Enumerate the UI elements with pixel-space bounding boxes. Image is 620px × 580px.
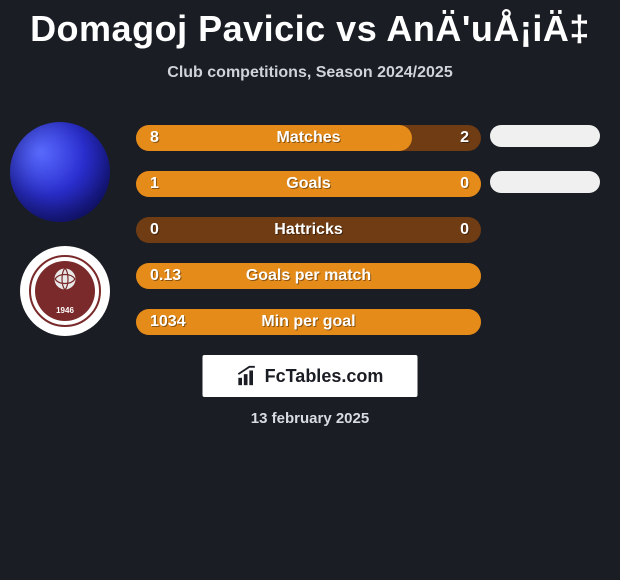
stat-label: Hattricks <box>274 221 342 239</box>
avatar-column: 1946 <box>10 122 120 336</box>
page-subtitle: Club competitions, Season 2024/2025 <box>0 64 620 82</box>
crest-inner: 1946 <box>35 261 95 321</box>
stat-left-value: 0.13 <box>150 267 181 285</box>
chart-icon <box>237 365 259 387</box>
page-title: Domagoj Pavicic vs AnÄ'uÅ¡iÄ‡ <box>0 0 620 50</box>
player2-avatar: 1946 <box>20 246 110 336</box>
crest-year: 1946 <box>56 306 74 315</box>
club-crest: 1946 <box>29 255 101 327</box>
stat-row-gpm: 0.13 Goals per match <box>136 263 481 289</box>
volleyball-icon <box>53 267 77 291</box>
stat-label: Min per goal <box>261 313 355 331</box>
stat-left-value: 1 <box>150 175 159 193</box>
stat-left-value: 8 <box>150 129 159 147</box>
stat-left-value: 0 <box>150 221 159 239</box>
spark-pills <box>486 125 611 355</box>
stat-right-value: 2 <box>460 129 469 147</box>
stat-rows: 8 Matches 2 1 Goals 0 0 Hattricks 0 0.13… <box>136 125 481 355</box>
stat-label: Goals <box>286 175 330 193</box>
stat-right-value: 0 <box>460 221 469 239</box>
spark-pill <box>490 125 600 147</box>
stat-fill <box>136 125 412 151</box>
stat-row-goals: 1 Goals 0 <box>136 171 481 197</box>
spark-pill <box>490 171 600 193</box>
source-badge-text: FcTables.com <box>265 366 384 387</box>
stat-label: Matches <box>276 129 340 147</box>
stat-row-matches: 8 Matches 2 <box>136 125 481 151</box>
stat-left-value: 1034 <box>150 313 186 331</box>
stat-row-mpg: 1034 Min per goal <box>136 309 481 335</box>
stat-row-hattricks: 0 Hattricks 0 <box>136 217 481 243</box>
player1-avatar <box>10 122 110 222</box>
footer-date: 13 february 2025 <box>251 410 369 427</box>
stat-right-value: 0 <box>460 175 469 193</box>
stat-label: Goals per match <box>246 267 371 285</box>
source-badge: FcTables.com <box>203 355 418 397</box>
